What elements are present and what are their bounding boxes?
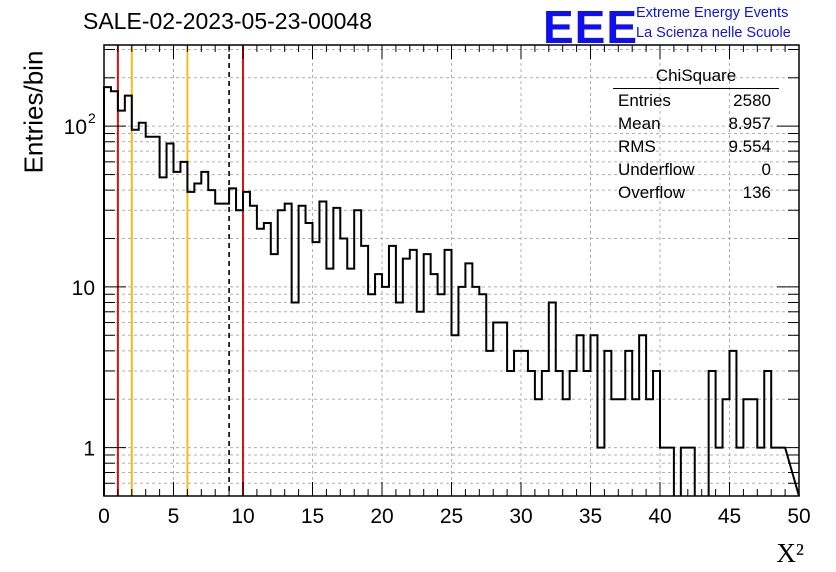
plot-title: SALE-02-2023-05-23-00048 (83, 8, 372, 34)
stats-label: Overflow (618, 183, 686, 202)
x-tick-label: 15 (301, 505, 324, 528)
threshold-lines (116, 45, 244, 496)
x-tick-label: 25 (440, 505, 463, 528)
y-tick-label: 10 (72, 277, 95, 300)
stats-row: Entries 2580 (611, 89, 781, 112)
y-axis-label: Entries/bin (18, 50, 49, 174)
stats-label: Underflow (618, 160, 695, 179)
y-tick-label: 10 (64, 116, 87, 139)
stats-row: Overflow 136 (611, 181, 781, 204)
x-tick-label: 5 (168, 505, 180, 528)
x-tick-label: 10 (231, 505, 254, 528)
x-axis-label: X² (776, 538, 804, 568)
x-tick-label: 35 (579, 505, 602, 528)
stats-label: Mean (618, 114, 661, 133)
eee-logo: EEE (543, 1, 639, 53)
stats-value: 9.554 (728, 137, 771, 156)
y-tick-label: 1 (83, 438, 95, 461)
stats-row: Mean 8.957 (611, 112, 781, 135)
stats-value: 0 (761, 160, 771, 179)
grid-lines (104, 45, 799, 496)
stats-title: ChiSquare (613, 66, 779, 89)
stats-row: Underflow 0 (611, 158, 781, 181)
stats-value: 8.957 (728, 114, 771, 133)
stats-value: 2580 (733, 91, 771, 110)
logo-subtitle-1: Extreme Energy Events (636, 5, 789, 21)
x-tick-label: 45 (718, 505, 741, 528)
stats-label: Entries (618, 91, 671, 110)
histogram-series (103, 86, 800, 497)
logo-subtitle-2: La Scienza nelle Scuole (636, 25, 791, 41)
stats-label: RMS (618, 137, 656, 156)
stats-row: RMS 9.554 (611, 135, 781, 158)
x-tick-label: 20 (370, 505, 393, 528)
x-tick-label: 50 (787, 505, 810, 528)
x-tick-label: 40 (648, 505, 671, 528)
y-tick-label-exponent: 2 (88, 110, 96, 126)
axis-ticks (103, 45, 800, 496)
x-tick-label: 30 (509, 505, 532, 528)
stats-box: ChiSquare Entries 2580 Mean 8.957 RMS 9.… (611, 66, 781, 204)
stats-value: 136 (742, 183, 771, 202)
x-tick-label: 0 (98, 505, 110, 528)
